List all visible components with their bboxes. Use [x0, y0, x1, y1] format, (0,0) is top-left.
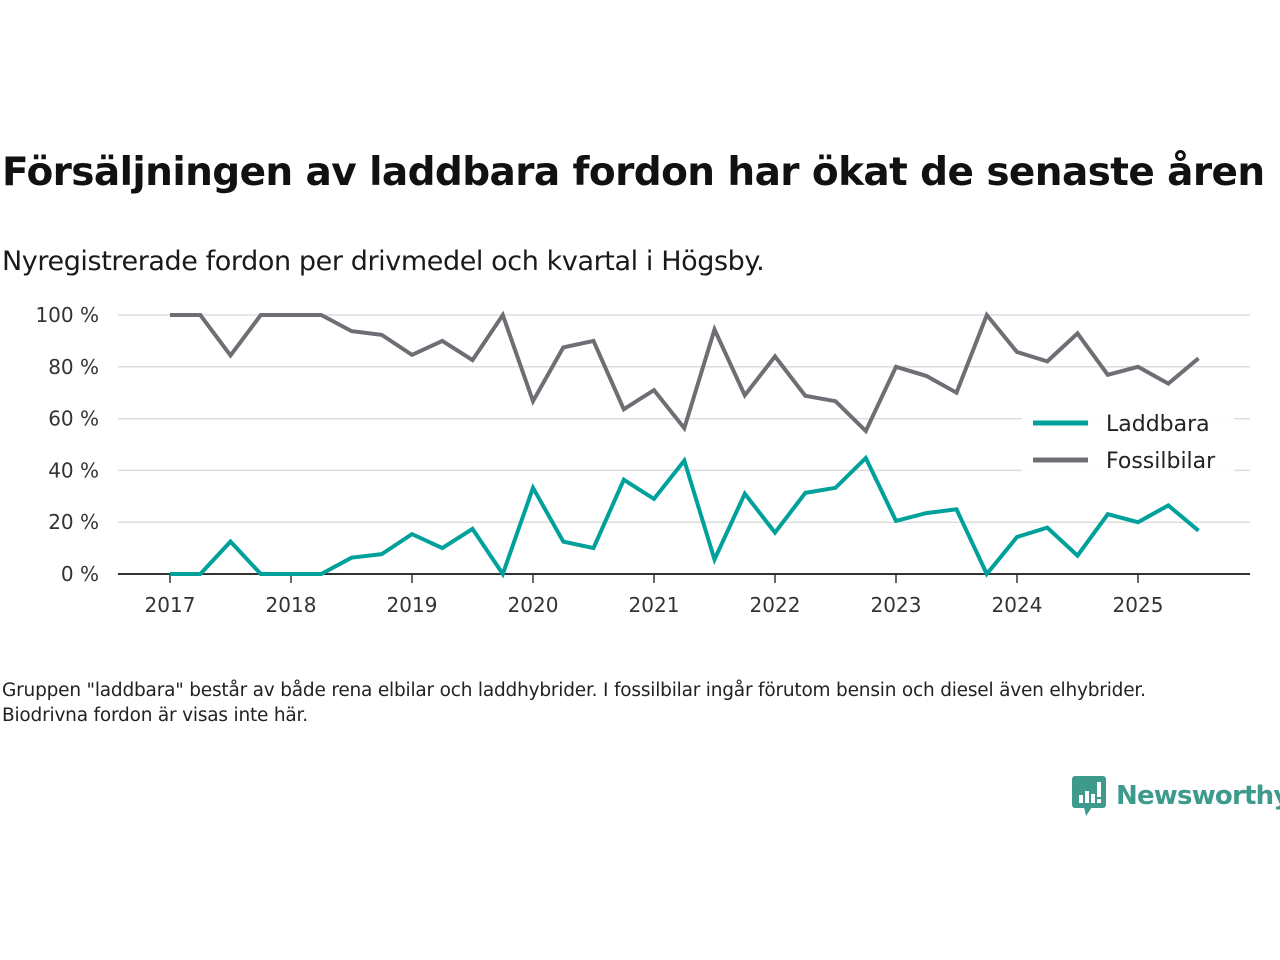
- x-axis: 2017 2018 2019 2020 2021 2022 2023 2024 2025: [118, 573, 1250, 617]
- legend: Laddbara Fossilbilar: [1022, 405, 1234, 481]
- newsworthy-chart-bubble-icon: [1072, 776, 1106, 816]
- footnote: Gruppen "laddbara" består av både rena e…: [2, 680, 1146, 726]
- x-tick-label: 2025: [1113, 593, 1164, 617]
- legend-label-laddbara: Laddbara: [1106, 412, 1210, 437]
- legend-label-fossilbilar: Fossilbilar: [1106, 449, 1216, 474]
- y-tick-label: 60 %: [48, 407, 99, 431]
- x-tick-label: 2023: [871, 593, 922, 617]
- series-lines: [169, 310, 1200, 579]
- y-tick-label: 40 %: [48, 458, 99, 482]
- y-tick-label: 80 %: [48, 355, 99, 379]
- line-chart: 0 % 20 % 40 % 60 % 80 % 100 % 2017 2018 2019 202…: [35, 303, 1250, 617]
- y-tick-label: 20 %: [48, 510, 99, 534]
- legend-background: [1022, 405, 1234, 481]
- x-tick-label: 2022: [750, 593, 801, 617]
- newsworthy-logo[interactable]: Newsworthy: [1072, 776, 1280, 816]
- y-tick-label: 0 %: [61, 562, 99, 586]
- y-axis-ticks: 0 % 20 % 40 % 60 % 80 % 100 %: [35, 303, 99, 586]
- x-tick-label: 2017: [145, 593, 196, 617]
- x-tick-label: 2021: [629, 593, 680, 617]
- chart-title: Försäljningen av laddbara fordon har öka…: [2, 150, 1265, 195]
- y-tick-label: 100 %: [35, 303, 99, 327]
- x-tick-label: 2020: [508, 593, 559, 617]
- chart-subtitle: Nyregistrerade fordon per drivmedel och …: [2, 246, 765, 277]
- logo-text: Newsworthy: [1116, 781, 1280, 811]
- x-tick-label: 2019: [387, 593, 438, 617]
- x-tick-label: 2024: [992, 593, 1043, 617]
- x-tick-label: 2018: [266, 593, 317, 617]
